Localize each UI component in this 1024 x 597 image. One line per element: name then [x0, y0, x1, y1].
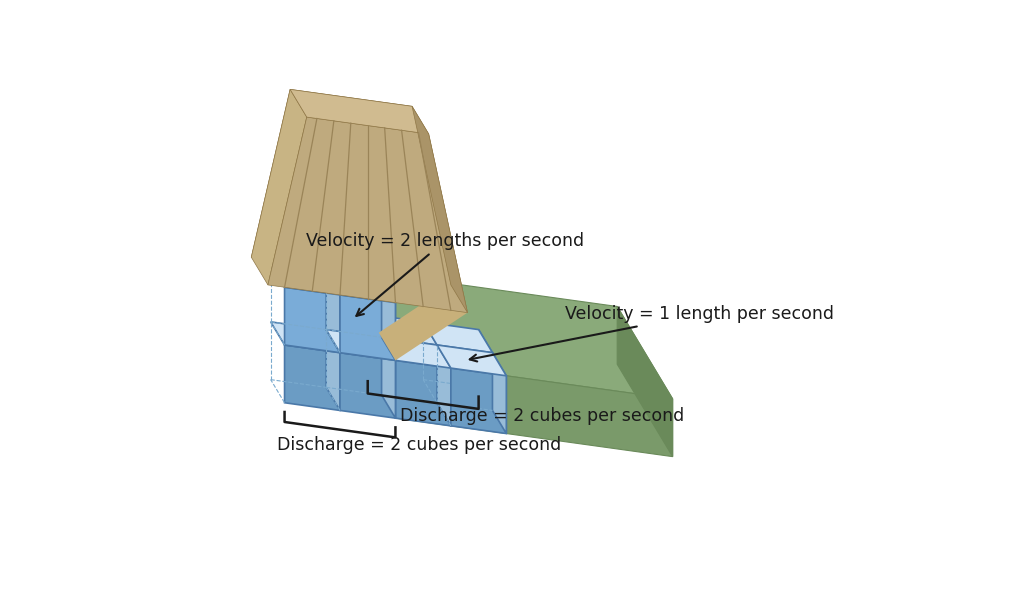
Text: Velocity = 1 length per second: Velocity = 1 length per second	[470, 305, 834, 361]
Polygon shape	[251, 90, 451, 285]
Polygon shape	[423, 322, 437, 403]
Polygon shape	[493, 353, 506, 433]
Polygon shape	[326, 330, 395, 361]
Polygon shape	[382, 337, 437, 403]
Text: Velocity = 2 lengths per second: Velocity = 2 lengths per second	[306, 232, 584, 316]
Polygon shape	[423, 322, 493, 353]
Polygon shape	[395, 361, 673, 457]
Polygon shape	[251, 90, 307, 285]
Polygon shape	[340, 268, 673, 399]
Polygon shape	[340, 353, 395, 418]
Polygon shape	[326, 272, 340, 353]
Text: Discharge = 2 cubes per second: Discharge = 2 cubes per second	[276, 436, 561, 454]
Polygon shape	[395, 361, 451, 426]
Text: Discharge = 2 cubes per second: Discharge = 2 cubes per second	[400, 407, 684, 425]
Polygon shape	[412, 106, 468, 313]
Polygon shape	[285, 345, 340, 411]
Polygon shape	[326, 272, 395, 303]
Polygon shape	[326, 330, 340, 411]
Polygon shape	[478, 330, 493, 411]
Polygon shape	[379, 285, 468, 361]
Polygon shape	[617, 306, 673, 457]
Polygon shape	[437, 345, 451, 426]
Polygon shape	[290, 90, 429, 134]
Polygon shape	[340, 295, 395, 361]
Polygon shape	[437, 345, 506, 376]
Polygon shape	[382, 279, 395, 361]
Polygon shape	[285, 287, 340, 353]
Polygon shape	[268, 117, 468, 313]
Polygon shape	[382, 337, 451, 368]
Polygon shape	[270, 264, 340, 295]
Polygon shape	[437, 345, 493, 411]
Polygon shape	[382, 337, 395, 418]
Polygon shape	[368, 314, 437, 345]
Polygon shape	[270, 322, 340, 353]
Polygon shape	[451, 368, 506, 433]
